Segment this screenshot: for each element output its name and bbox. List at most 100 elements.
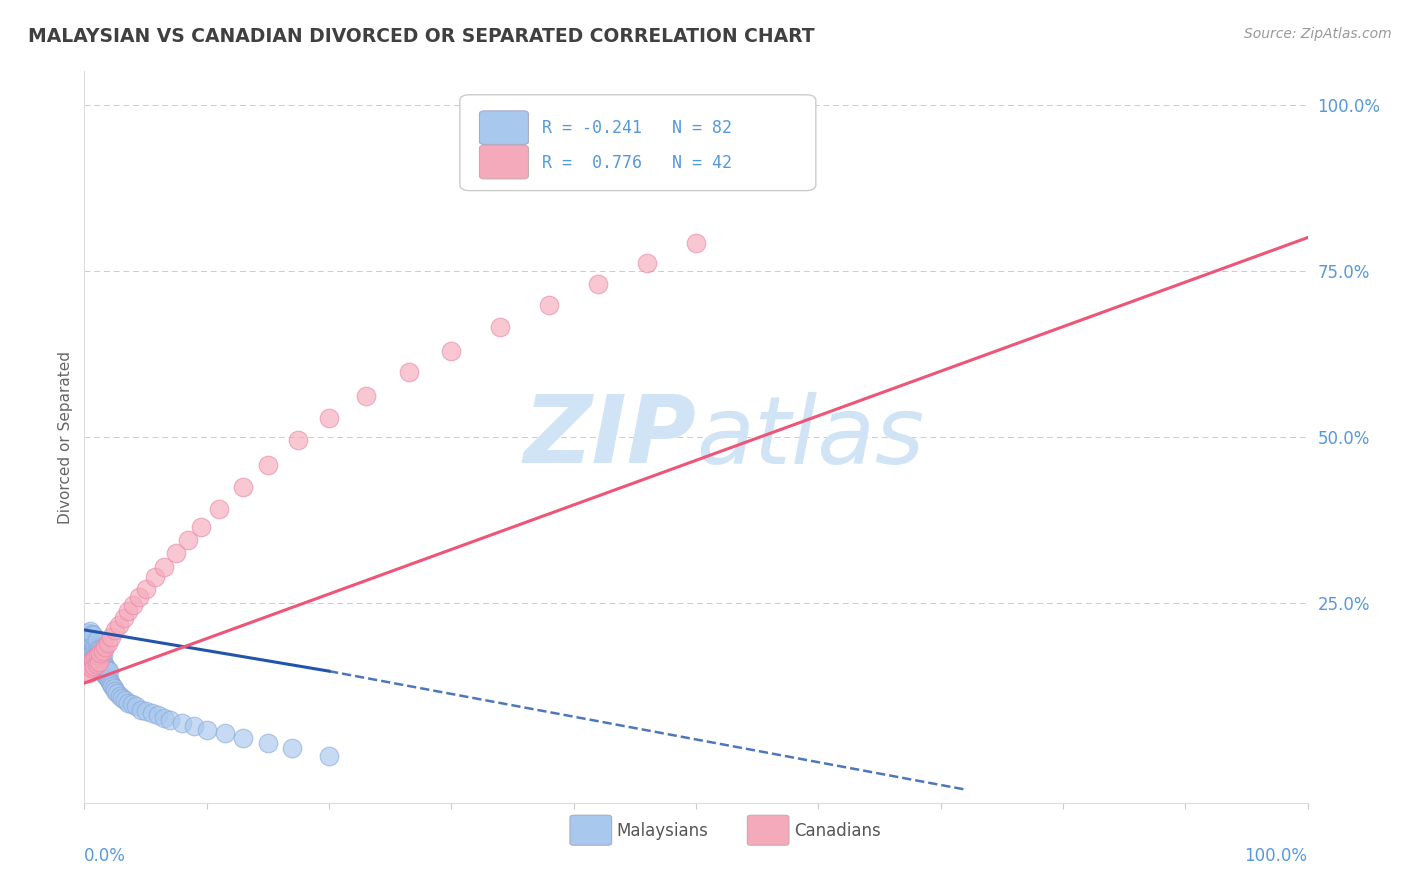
Point [586, 277, 609, 292]
Point [79, 634, 101, 648]
Point [87, 659, 110, 673]
Point [97, 671, 120, 685]
Point [89, 646, 111, 660]
Point [82, 644, 104, 658]
Point [101, 680, 124, 694]
Text: 0.0%: 0.0% [84, 847, 127, 864]
Point [86, 657, 108, 672]
Point [82, 650, 104, 665]
Point [165, 546, 187, 560]
Point [86, 632, 108, 647]
Point [172, 716, 194, 731]
Point [128, 590, 150, 604]
Point [97, 664, 120, 678]
Point [79, 624, 101, 639]
Point [84, 646, 107, 660]
Point [94, 668, 117, 682]
Point [87, 657, 110, 672]
Point [257, 458, 280, 472]
Point [76, 630, 98, 644]
Text: R =  0.776   N = 42: R = 0.776 N = 42 [541, 153, 733, 172]
Point [76, 640, 98, 654]
Text: R = -0.241   N = 82: R = -0.241 N = 82 [541, 120, 733, 137]
Point [318, 411, 340, 425]
Point [105, 686, 128, 700]
Point [129, 703, 152, 717]
Point [82, 653, 104, 667]
Text: MALAYSIAN VS CANADIAN DIVORCED OR SEPARATED CORRELATION CHART: MALAYSIAN VS CANADIAN DIVORCED OR SEPARA… [28, 27, 814, 45]
Point [84, 655, 107, 669]
Point [93, 657, 115, 672]
Point [80, 643, 103, 657]
Text: atlas: atlas [696, 392, 924, 483]
Point [98, 674, 121, 689]
Point [214, 726, 236, 740]
Point [122, 598, 145, 612]
Point [183, 719, 205, 733]
Point [79, 655, 101, 669]
Text: Malaysians: Malaysians [616, 822, 709, 839]
Point [77, 626, 100, 640]
Point [91, 648, 114, 663]
Point [318, 749, 340, 764]
Point [83, 645, 105, 659]
Point [135, 704, 157, 718]
Point [146, 708, 169, 723]
Point [195, 723, 218, 737]
Point [90, 663, 112, 677]
Point [143, 570, 166, 584]
Point [77, 657, 100, 672]
Point [76, 664, 98, 678]
Point [100, 630, 122, 644]
Point [159, 713, 181, 727]
Point [77, 638, 100, 652]
Text: Canadians: Canadians [794, 822, 880, 839]
Text: 100.0%: 100.0% [1244, 847, 1308, 864]
Point [86, 640, 108, 655]
Point [112, 611, 135, 625]
Point [97, 663, 120, 677]
Point [108, 690, 131, 704]
Point [91, 656, 114, 670]
Point [121, 698, 143, 712]
Point [83, 659, 105, 673]
Point [398, 365, 420, 379]
Point [77, 643, 100, 657]
Point [232, 480, 254, 494]
Point [135, 582, 157, 596]
Point [77, 666, 100, 681]
Point [107, 617, 129, 632]
Point [82, 636, 104, 650]
Point [77, 636, 100, 650]
Point [80, 627, 103, 641]
Point [117, 604, 139, 618]
Point [281, 741, 304, 756]
Point [91, 644, 114, 658]
Point [87, 641, 110, 656]
Point [104, 623, 127, 637]
Point [87, 643, 110, 657]
Point [232, 731, 254, 745]
Point [77, 631, 100, 645]
Point [82, 628, 104, 642]
Point [636, 256, 658, 270]
FancyBboxPatch shape [479, 111, 529, 145]
Point [91, 664, 114, 678]
Point [117, 696, 139, 710]
Point [208, 502, 231, 516]
Point [125, 699, 148, 714]
Point [96, 669, 118, 683]
Point [97, 673, 120, 687]
Point [190, 520, 212, 534]
Point [177, 533, 200, 548]
Point [75, 659, 97, 673]
Point [89, 644, 111, 658]
Point [89, 661, 111, 675]
Point [440, 343, 463, 358]
Point [86, 656, 108, 670]
Point [111, 690, 134, 705]
Point [75, 632, 97, 647]
Point [287, 434, 309, 448]
Point [80, 635, 103, 649]
Point [87, 655, 110, 669]
